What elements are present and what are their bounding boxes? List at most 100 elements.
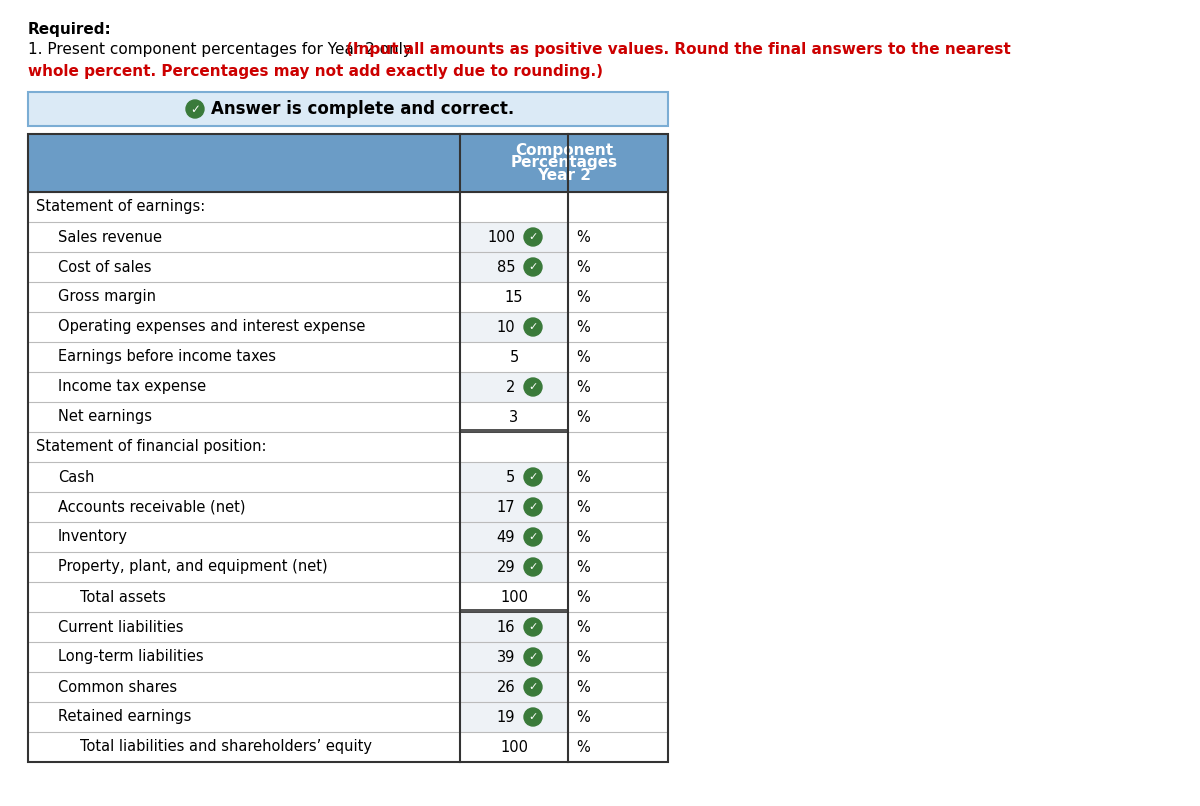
Bar xyxy=(460,192,568,222)
Text: Component: Component xyxy=(515,143,613,157)
Text: %: % xyxy=(576,709,589,725)
Text: %: % xyxy=(576,289,589,305)
Circle shape xyxy=(524,468,542,486)
Text: Retained earnings: Retained earnings xyxy=(58,709,191,725)
Text: Long-term liabilities: Long-term liabilities xyxy=(58,650,204,664)
Circle shape xyxy=(524,498,542,516)
Text: %: % xyxy=(576,530,589,545)
Text: 49: 49 xyxy=(497,530,515,545)
Circle shape xyxy=(524,708,542,726)
Text: ✓: ✓ xyxy=(528,382,538,392)
Bar xyxy=(460,282,568,312)
Text: 2: 2 xyxy=(505,380,515,394)
Text: Total liabilities and shareholders’ equity: Total liabilities and shareholders’ equi… xyxy=(80,739,372,754)
Bar xyxy=(460,372,568,402)
Text: ✓: ✓ xyxy=(528,472,538,482)
Text: 1. Present component percentages for Year 2 only.: 1. Present component percentages for Yea… xyxy=(28,42,420,57)
Text: ✓: ✓ xyxy=(190,102,200,115)
Text: ✓: ✓ xyxy=(528,622,538,632)
Text: Inventory: Inventory xyxy=(58,530,128,545)
Text: Total assets: Total assets xyxy=(80,589,166,604)
Text: ✓: ✓ xyxy=(528,562,538,572)
Circle shape xyxy=(186,100,204,118)
Text: whole percent. Percentages may not add exactly due to rounding.): whole percent. Percentages may not add e… xyxy=(28,64,604,79)
Text: Accounts receivable (net): Accounts receivable (net) xyxy=(58,500,246,514)
Bar xyxy=(460,732,568,762)
Text: ✓: ✓ xyxy=(528,532,538,542)
Text: %: % xyxy=(576,620,589,634)
Text: ✓: ✓ xyxy=(528,232,538,242)
Bar xyxy=(460,432,568,462)
Text: %: % xyxy=(576,589,589,604)
Bar xyxy=(460,312,568,342)
Bar xyxy=(460,702,568,732)
Text: 100: 100 xyxy=(500,589,528,604)
Circle shape xyxy=(524,258,542,276)
Text: Cost of sales: Cost of sales xyxy=(58,260,151,275)
Bar xyxy=(460,672,568,702)
Text: %: % xyxy=(576,500,589,514)
Text: Required:: Required: xyxy=(28,22,112,37)
Text: ✓: ✓ xyxy=(528,502,538,512)
Text: 3: 3 xyxy=(510,409,518,425)
Bar xyxy=(460,462,568,492)
Text: %: % xyxy=(576,739,589,754)
Bar xyxy=(460,402,568,432)
Text: %: % xyxy=(576,260,589,275)
Circle shape xyxy=(524,228,542,246)
Bar xyxy=(28,134,668,762)
Text: 5: 5 xyxy=(509,350,518,364)
Text: Year 2: Year 2 xyxy=(538,168,592,184)
Bar xyxy=(28,134,668,192)
Text: ✓: ✓ xyxy=(528,652,538,662)
Circle shape xyxy=(524,648,542,666)
Text: %: % xyxy=(576,470,589,484)
Text: %: % xyxy=(576,679,589,695)
Bar xyxy=(460,582,568,612)
Bar xyxy=(460,492,568,522)
Text: 10: 10 xyxy=(497,319,515,334)
Bar xyxy=(460,552,568,582)
Text: Operating expenses and interest expense: Operating expenses and interest expense xyxy=(58,319,365,334)
Bar xyxy=(460,642,568,672)
Circle shape xyxy=(524,528,542,546)
Circle shape xyxy=(524,378,542,396)
Circle shape xyxy=(524,318,542,336)
Circle shape xyxy=(524,678,542,696)
Bar xyxy=(28,92,668,126)
Text: 85: 85 xyxy=(497,260,515,275)
Text: Gross margin: Gross margin xyxy=(58,289,156,305)
Text: 15: 15 xyxy=(505,289,523,305)
Text: Property, plant, and equipment (net): Property, plant, and equipment (net) xyxy=(58,559,328,575)
Text: Common shares: Common shares xyxy=(58,679,178,695)
Text: 19: 19 xyxy=(497,709,515,725)
Text: Current liabilities: Current liabilities xyxy=(58,620,184,634)
Bar xyxy=(460,522,568,552)
Text: ✓: ✓ xyxy=(528,262,538,272)
Text: %: % xyxy=(576,409,589,425)
Text: %: % xyxy=(576,319,589,334)
Text: Income tax expense: Income tax expense xyxy=(58,380,206,394)
Text: %: % xyxy=(576,559,589,575)
Bar xyxy=(460,342,568,372)
Text: 29: 29 xyxy=(497,559,515,575)
Text: ✓: ✓ xyxy=(528,712,538,722)
Text: Net earnings: Net earnings xyxy=(58,409,152,425)
Bar xyxy=(460,252,568,282)
Bar xyxy=(460,612,568,642)
Text: 100: 100 xyxy=(500,739,528,754)
Text: 39: 39 xyxy=(497,650,515,664)
Text: Sales revenue: Sales revenue xyxy=(58,230,162,244)
Text: %: % xyxy=(576,650,589,664)
Text: (Input all amounts as positive values. Round the final answers to the nearest: (Input all amounts as positive values. R… xyxy=(346,42,1010,57)
Bar xyxy=(460,222,568,252)
Text: 5: 5 xyxy=(505,470,515,484)
Text: %: % xyxy=(576,380,589,394)
Text: 17: 17 xyxy=(497,500,515,514)
Text: Answer is complete and correct.: Answer is complete and correct. xyxy=(211,100,515,118)
Text: 16: 16 xyxy=(497,620,515,634)
Text: ✓: ✓ xyxy=(528,682,538,692)
Text: 26: 26 xyxy=(497,679,515,695)
Circle shape xyxy=(524,558,542,576)
Text: 100: 100 xyxy=(487,230,515,244)
